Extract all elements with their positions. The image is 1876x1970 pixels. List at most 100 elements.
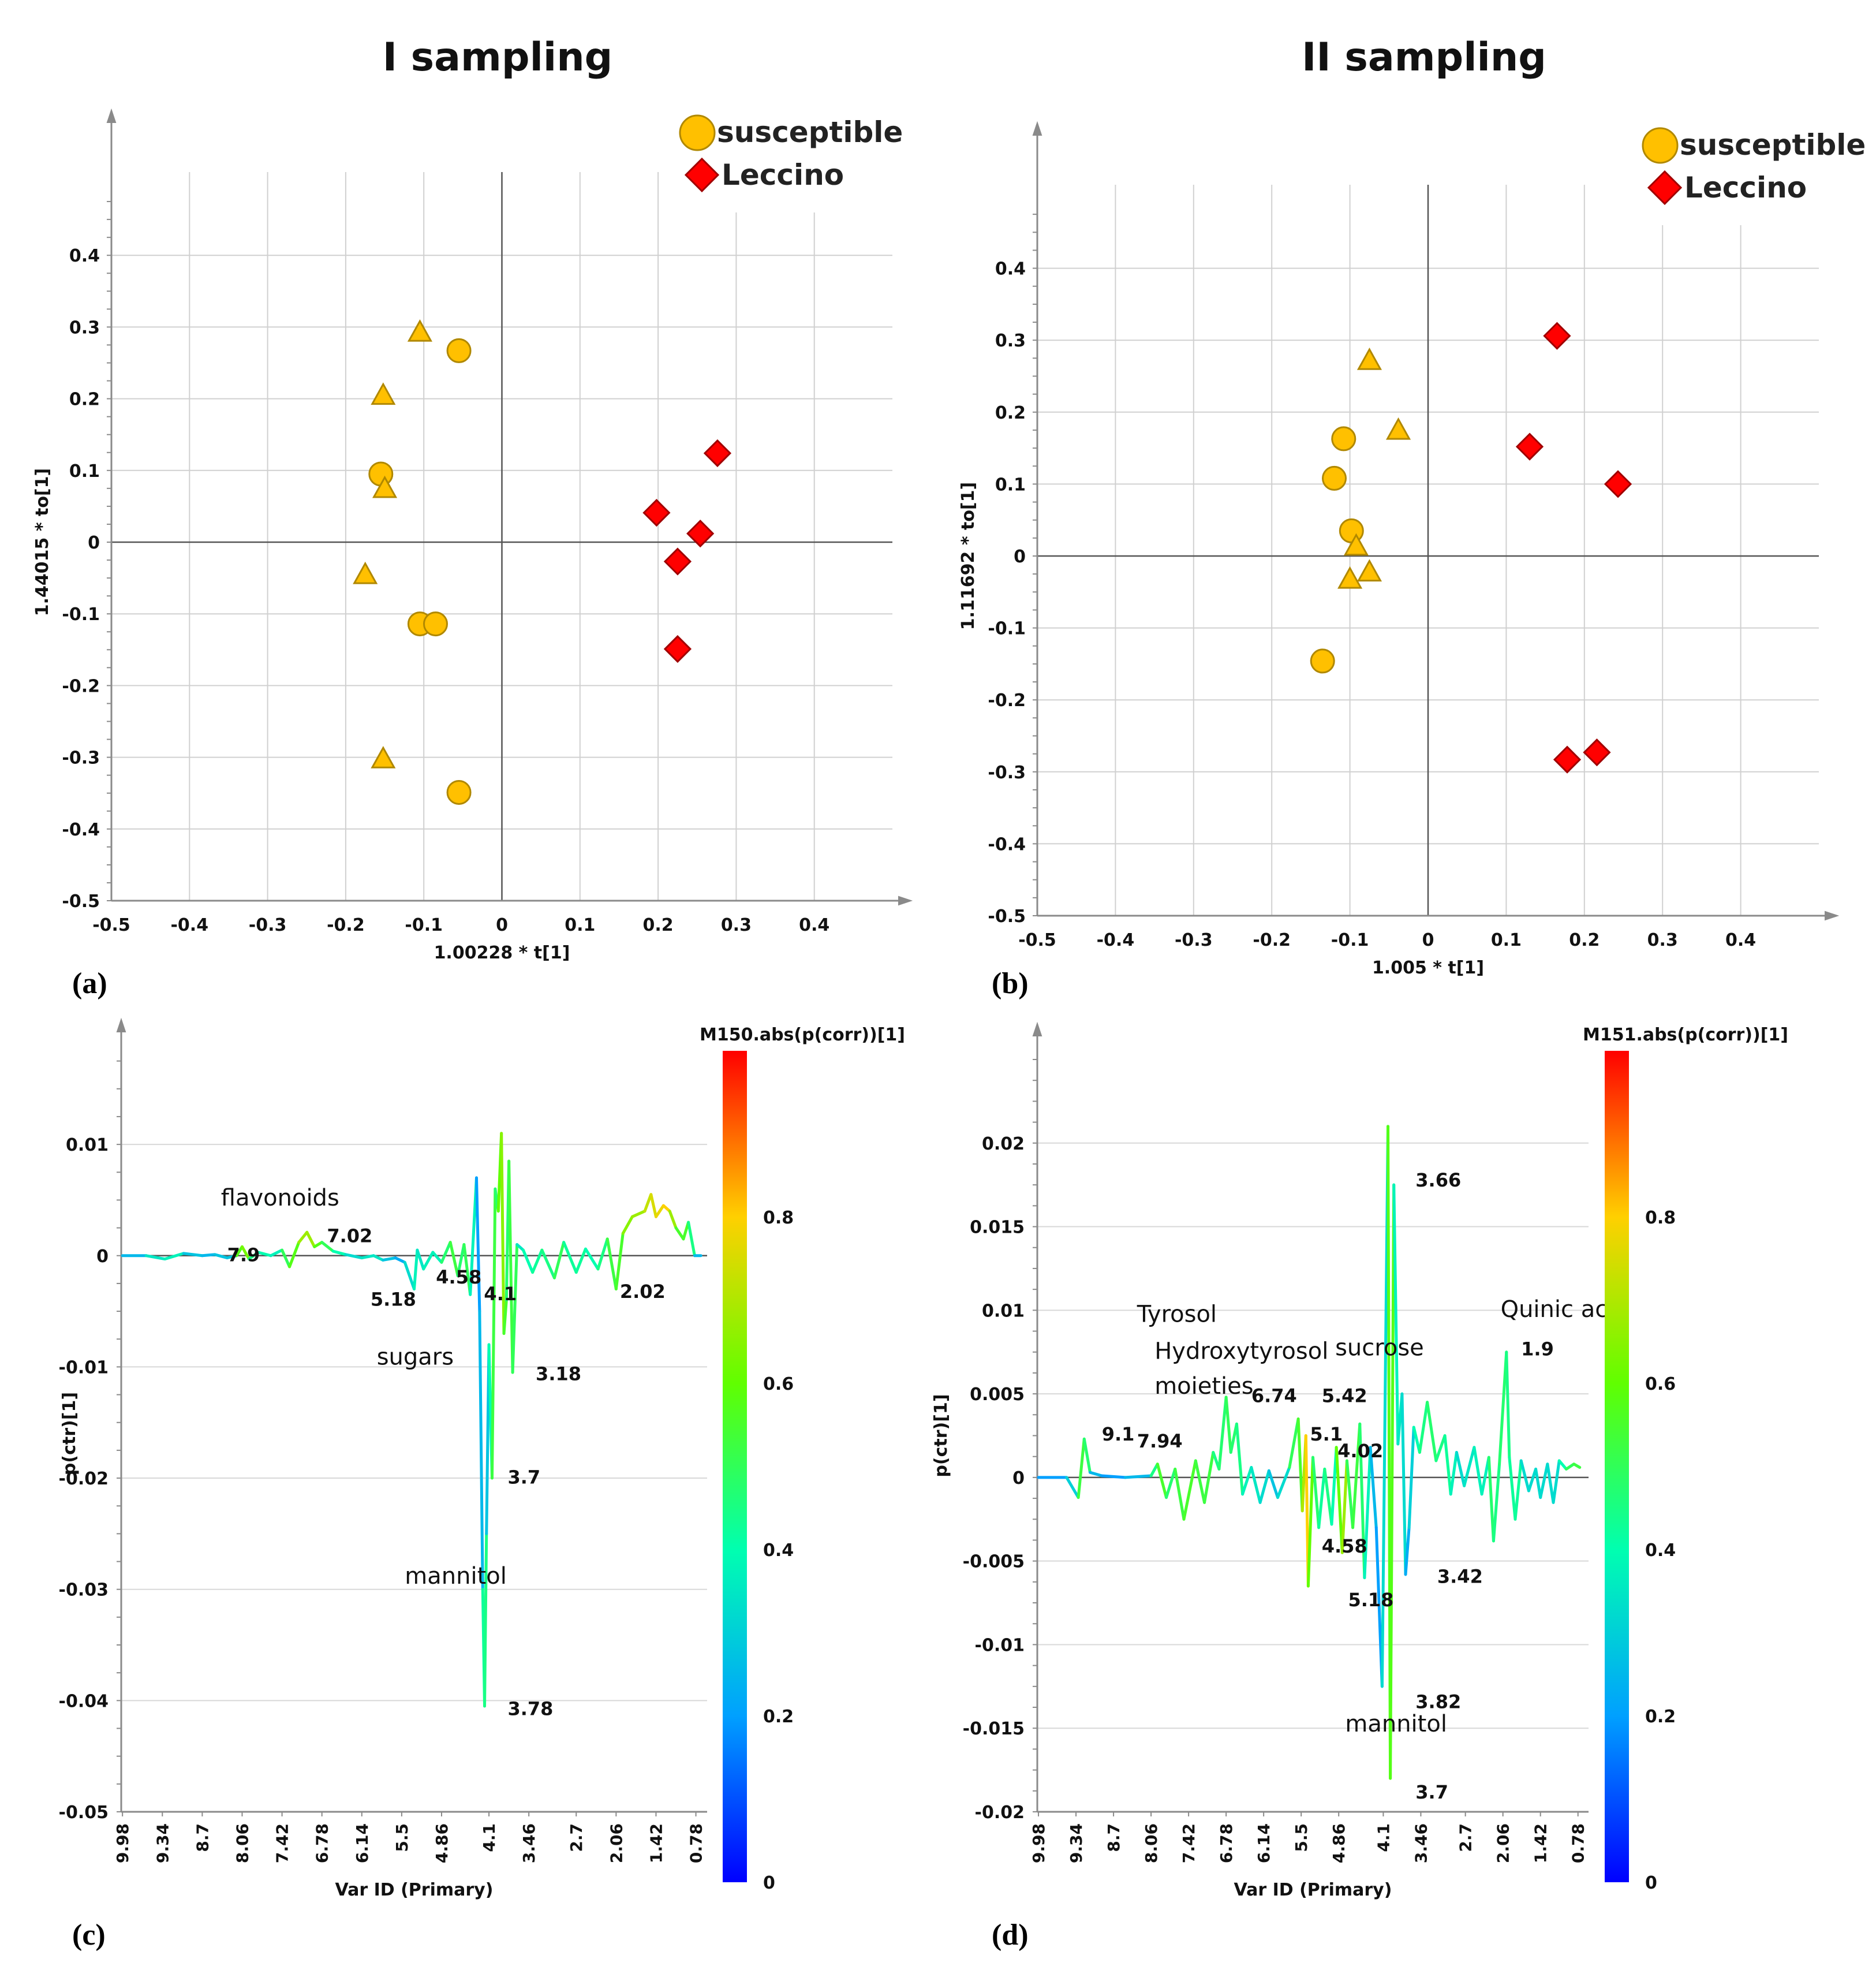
point-susceptible-circle (1322, 465, 1347, 491)
y-tick-label: 0.4 (69, 246, 100, 266)
loading-line-segment (1519, 1459, 1530, 1493)
loading-line-segment (1351, 1422, 1362, 1529)
x-tick-label: 6.14 (1254, 1823, 1273, 1863)
loading-line-segment (1340, 1459, 1348, 1554)
title-left: I sampling (383, 35, 613, 80)
loading-line-segment (1123, 1474, 1153, 1479)
peak-annotation: mannitol (1345, 1711, 1447, 1737)
y-axis-title: 1.44015 * to[1] (32, 468, 53, 616)
x-tick-label: 6.14 (353, 1823, 372, 1863)
point-susceptible-triangle (1356, 559, 1382, 582)
y-tick-label: 0.3 (995, 331, 1026, 351)
y-tick-label: -0.1 (62, 605, 100, 625)
y-tick-label: -0.01 (59, 1357, 109, 1378)
x-tick-label: 3.46 (520, 1823, 539, 1863)
loading-line-segment (1345, 1459, 1355, 1529)
loading-line-segment (643, 1193, 653, 1213)
peak-annotation: moieties (1154, 1373, 1253, 1400)
point-leccino-diamond (703, 439, 732, 468)
x-tick-label: 0.2 (1569, 930, 1600, 950)
x-tick-label: -0.1 (1331, 930, 1369, 950)
x-tick-label: 5.5 (1292, 1823, 1311, 1852)
y-tick-label: -0.3 (62, 748, 100, 768)
loading-line-segment (1165, 1467, 1177, 1499)
loading-line-segment (394, 1256, 406, 1264)
loading-line-segment (1317, 1467, 1326, 1529)
loading-line-segment (1258, 1469, 1270, 1504)
loading-line-segment (1443, 1434, 1452, 1496)
peak-annotation: 2.02 (620, 1281, 666, 1303)
y-tick-label: -0.05 (59, 1803, 109, 1823)
loading-line-segment (462, 1243, 472, 1296)
y-tick-label: 0 (96, 1247, 109, 1267)
peak-annotation: Tyrosol (1137, 1301, 1217, 1328)
loading-line-segment (403, 1260, 416, 1291)
loading-line-segment (668, 1210, 678, 1230)
loading-line-segment (1392, 1183, 1400, 1446)
x-tick-label: -0.1 (405, 915, 443, 935)
x-tick-label: 9.98 (113, 1823, 132, 1863)
loading-line-segment (1306, 1456, 1314, 1588)
loading-line-segment (1149, 1462, 1159, 1478)
y-tick-label: -0.01 (975, 1635, 1025, 1655)
loading-line-segment (372, 1254, 385, 1262)
peak-annotation: 7.02 (327, 1225, 372, 1247)
point-leccino-diamond (1583, 738, 1611, 767)
y-tick-label: 0 (88, 533, 100, 553)
loading-line-segment (1082, 1437, 1092, 1474)
legend-leccino-marker (1647, 170, 1683, 206)
loading-line-segment (1330, 1446, 1338, 1526)
loading-line-segment (288, 1241, 301, 1268)
loading-line-segment (584, 1247, 600, 1271)
peak-annotation: flavonoids (221, 1185, 339, 1211)
loading-line-segment (1487, 1456, 1495, 1543)
loading-line-segment (440, 1241, 452, 1264)
loading-line-segment (1235, 1422, 1245, 1496)
y-tick-label: -0.02 (59, 1469, 109, 1489)
colorbar-title: M150.abs(p(corr))[1] (700, 1025, 905, 1045)
peak-annotation: 5.42 (1322, 1385, 1367, 1407)
loading-line-segment (1088, 1471, 1104, 1478)
loading-line-segment (344, 1253, 364, 1260)
y-tick-label: -0.4 (988, 834, 1026, 855)
loading-line-segment (1194, 1459, 1206, 1504)
peak-annotation: 5.18 (371, 1288, 416, 1310)
colorbar-tick-label: 0.4 (1645, 1540, 1676, 1561)
loading-line-segment (1404, 1526, 1411, 1576)
x-tick-label: 7.42 (1179, 1823, 1198, 1863)
loading-line-segment (1311, 1456, 1321, 1529)
loading-line-segment (416, 1248, 425, 1271)
loading-line-segment (1250, 1466, 1262, 1504)
loading-line-segment (456, 1243, 466, 1277)
colorbar-tick-label: 0.2 (763, 1707, 794, 1727)
x-tick-label: 4.86 (1329, 1823, 1348, 1863)
point-leccino-diamond (1604, 470, 1632, 498)
point-leccino-diamond (1543, 322, 1571, 350)
loading-line-segment (1412, 1426, 1421, 1454)
loading-line-segment (1241, 1466, 1253, 1496)
legend: susceptible Leccino (674, 109, 917, 212)
loading-line-segment (200, 1253, 216, 1258)
loading-line-segment (240, 1245, 251, 1261)
loading-line-segment (1418, 1401, 1429, 1454)
x-tick-label: -0.4 (1097, 930, 1135, 950)
x-tick-label: 3.46 (1411, 1823, 1430, 1863)
loading-line-segment (226, 1254, 238, 1260)
loading-line-segment (1065, 1476, 1080, 1499)
peak-annotation: 3.66 (1415, 1169, 1461, 1191)
point-susceptible-circle (446, 779, 472, 805)
x-tick-label: 1.42 (1531, 1823, 1550, 1863)
y-tick-label: -0.4 (62, 820, 100, 840)
loading-line-segment (1267, 1469, 1280, 1499)
legend-leccino-label: Leccino (1684, 171, 1807, 204)
point-leccino-diamond (1515, 432, 1544, 461)
loading-line-segment (1473, 1446, 1483, 1496)
point-susceptible-circle (1331, 426, 1356, 452)
y-tick-label: 0.4 (995, 259, 1026, 279)
loading-line-segment (1449, 1450, 1458, 1496)
loading-line-segment (1513, 1459, 1523, 1521)
title-right: II sampling (1302, 35, 1546, 80)
peak-annotation: mannitol (405, 1563, 507, 1590)
loading-line-segment (1546, 1462, 1555, 1504)
y-tick-label: 0.1 (995, 475, 1026, 495)
